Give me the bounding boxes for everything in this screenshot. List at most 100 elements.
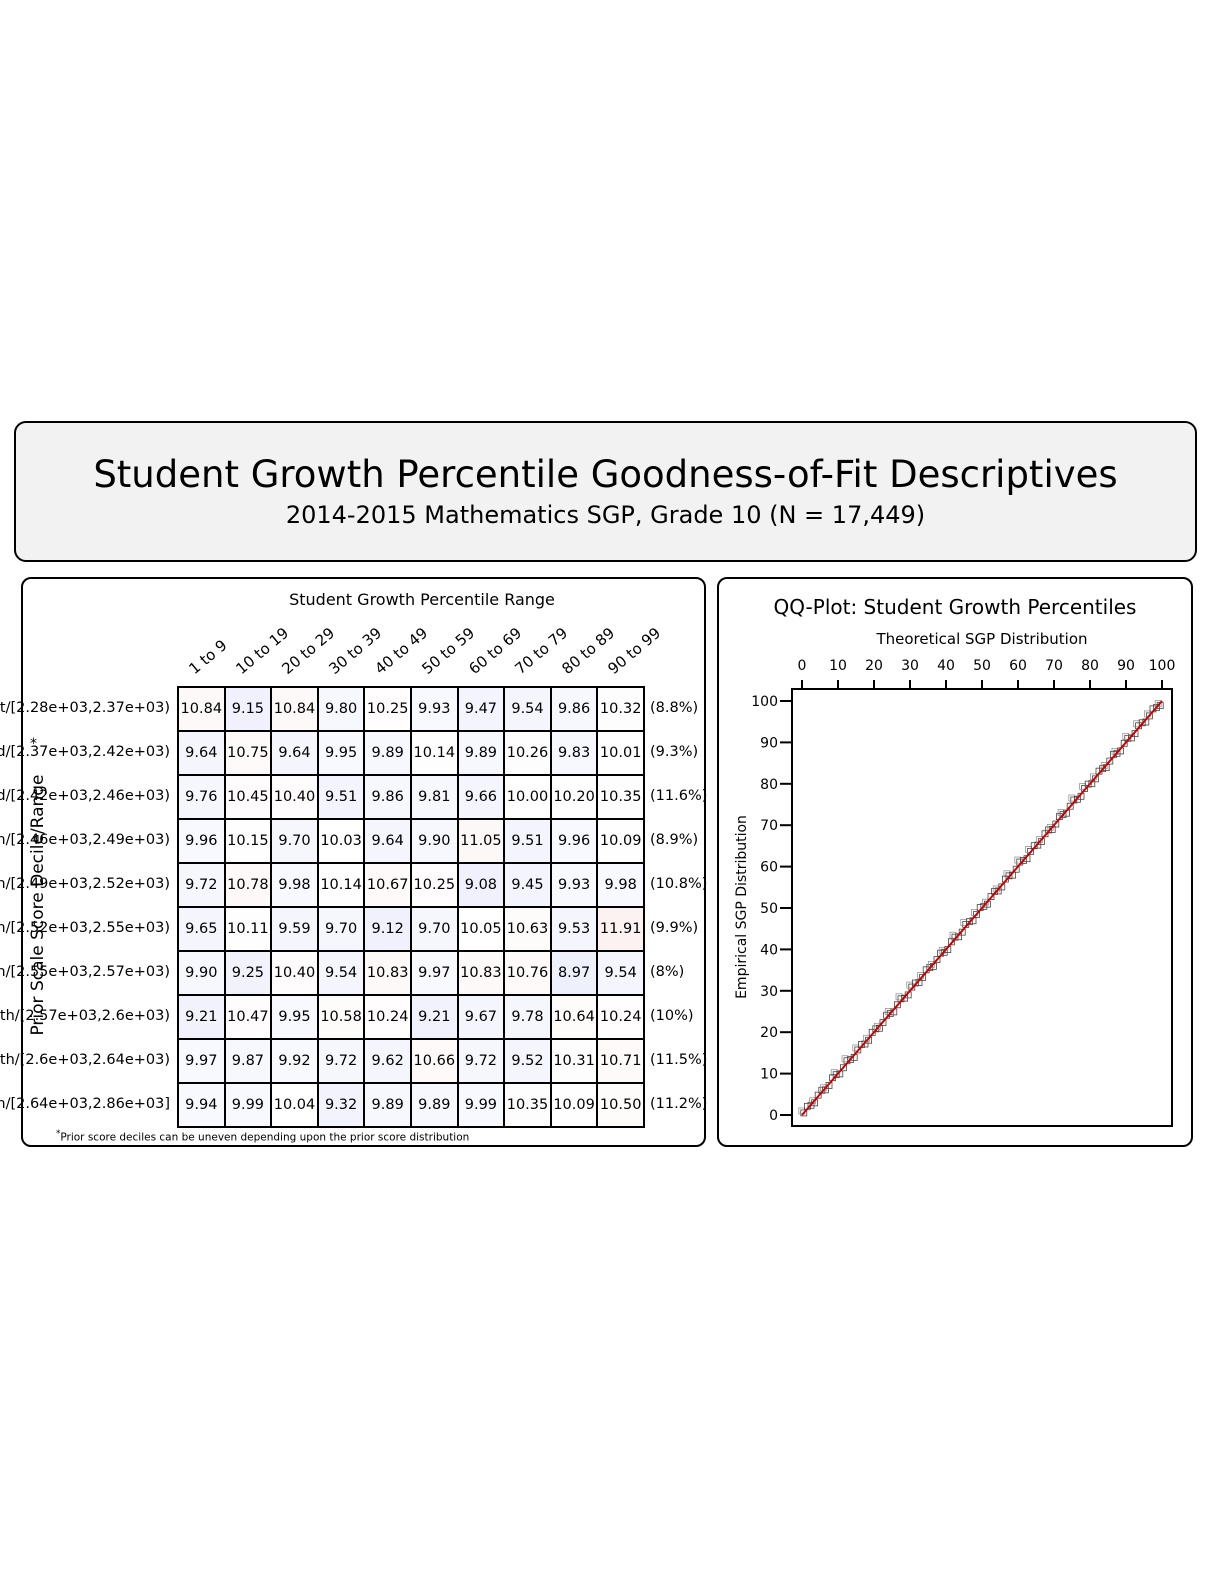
qq-point — [987, 893, 995, 901]
page-title: Student Growth Percentile Goodness-of-Fi… — [93, 453, 1118, 496]
x-tick-label: 90 — [1117, 658, 1135, 674]
qq-point — [841, 1055, 849, 1063]
qq-point — [1027, 848, 1034, 855]
qq-point — [814, 1091, 822, 1099]
table-cell: 10.45 — [224, 775, 272, 819]
qq-point — [894, 1001, 901, 1009]
table-cell: 9.89 — [364, 1083, 411, 1127]
x-tick-label: 70 — [1045, 658, 1063, 674]
table-cell: 9.54 — [504, 687, 551, 731]
qq-point — [958, 928, 966, 936]
table-cell: 10.76 — [504, 951, 551, 995]
y-tick-label: 60 — [760, 860, 778, 876]
qq-point — [840, 1064, 847, 1072]
qq-point — [1079, 783, 1086, 790]
qq-point — [1146, 712, 1153, 720]
header-panel: Student Growth Percentile Goodness-of-Fi… — [14, 421, 1197, 562]
table-cell: 9.97 — [410, 951, 458, 995]
qq-point — [872, 1025, 880, 1033]
table-cell: 9.70 — [271, 819, 318, 863]
table-cell: 9.78 — [504, 995, 551, 1039]
table-cell: 9.08 — [457, 863, 505, 907]
qq-point — [1106, 757, 1114, 765]
qq-point — [1153, 704, 1160, 711]
table-cell: 10.58 — [317, 995, 365, 1039]
row-percentage: (9.9%) — [650, 920, 699, 936]
table-cell: 10.15 — [224, 819, 272, 863]
table-cell: 10.05 — [457, 907, 505, 951]
footnote-text: Prior score deciles can be uneven depend… — [60, 1131, 470, 1144]
row-percentage: (8.9%) — [650, 832, 699, 848]
table-cell: 10.75 — [224, 731, 272, 775]
table-cell: 9.62 — [364, 1039, 411, 1083]
table-cell: 9.66 — [457, 775, 505, 819]
row-percentage: (10%) — [650, 1008, 694, 1024]
table-cell: 10.63 — [504, 907, 551, 951]
table-cell: 10.67 — [364, 863, 411, 907]
x-tick-label: 10 — [829, 658, 847, 674]
qq-point — [1034, 841, 1042, 849]
fit-table-panel — [21, 577, 706, 1147]
table-cell: 9.70 — [317, 907, 365, 951]
table-cell: 10.09 — [550, 1083, 598, 1127]
row-label: t/[2.28e+03,2.37e+03) — [0, 700, 170, 716]
table-cell: 10.84 — [178, 687, 225, 731]
x-tick-label: 100 — [1149, 658, 1176, 674]
table-title: Student Growth Percentile Range — [289, 590, 555, 609]
table-cell: 9.54 — [317, 951, 365, 995]
table-cell: 9.21 — [410, 995, 458, 1039]
qq-point — [1052, 820, 1060, 828]
table-cell: 9.87 — [224, 1039, 272, 1083]
row-label: h/[2.64e+03,2.86e+03] — [0, 1096, 170, 1112]
qq-plot-title: QQ-Plot: Student Growth Percentiles — [773, 595, 1137, 619]
x-tick-label: 0 — [798, 658, 807, 674]
x-tick-label: 30 — [901, 658, 919, 674]
table-cell: 9.51 — [317, 775, 365, 819]
table-footnote: *Prior score deciles can be uneven depen… — [56, 1129, 469, 1144]
table-cell: 10.09 — [597, 819, 644, 863]
table-cell: 10.00 — [504, 775, 551, 819]
qq-point — [1066, 802, 1074, 810]
table-cell: 9.54 — [597, 951, 644, 995]
row-label: h/[2.52e+03,2.55e+03) — [0, 920, 170, 936]
table-cell: 9.97 — [178, 1039, 225, 1083]
row-label: th/[2.57e+03,2.6e+03) — [0, 1008, 170, 1024]
table-cell: 9.92 — [271, 1039, 318, 1083]
qq-point — [1133, 720, 1140, 728]
table-cell: 11.91 — [597, 907, 644, 951]
row-label: th/[2.6e+03,2.64e+03) — [0, 1052, 170, 1068]
table-cell: 9.99 — [224, 1083, 272, 1127]
ylabel-asterisk: * — [30, 736, 37, 752]
x-tick-label: 60 — [1009, 658, 1027, 674]
qq-point — [807, 1101, 815, 1109]
x-tick-label: 80 — [1081, 658, 1099, 674]
table-cell: 9.12 — [364, 907, 411, 951]
row-label: h/[2.55e+03,2.57e+03) — [0, 964, 170, 980]
y-tick-label: 30 — [760, 984, 778, 1000]
row-label: h/[2.49e+03,2.52e+03) — [0, 876, 170, 892]
qq-point — [1113, 749, 1121, 757]
qq-point — [1025, 846, 1032, 853]
table-cell: 10.78 — [224, 863, 272, 907]
y-tick-label: 20 — [760, 1025, 778, 1041]
table-cell: 10.25 — [410, 863, 458, 907]
table-cell: 10.26 — [504, 731, 551, 775]
row-label: h/[2.46e+03,2.49e+03) — [0, 832, 170, 848]
table-cell: 9.72 — [178, 863, 225, 907]
table-cell: 10.40 — [271, 951, 318, 995]
row-percentage: (10.8%) — [650, 876, 708, 892]
qq-point — [1120, 739, 1128, 747]
qq-point — [966, 918, 973, 926]
table-cell: 10.32 — [597, 687, 644, 731]
qq-plot-panel — [717, 577, 1193, 1147]
table-cell: 9.89 — [364, 731, 411, 775]
table-cell: 9.86 — [550, 687, 598, 731]
table-cell: 9.52 — [504, 1039, 551, 1083]
qq-point — [1059, 811, 1067, 818]
table-cell: 10.83 — [457, 951, 505, 995]
qq-point — [830, 1069, 838, 1077]
table-cell: 10.24 — [597, 995, 644, 1039]
table-cell: 9.65 — [178, 907, 225, 951]
qq-x-axis-title: Theoretical SGP Distribution — [876, 630, 1088, 648]
